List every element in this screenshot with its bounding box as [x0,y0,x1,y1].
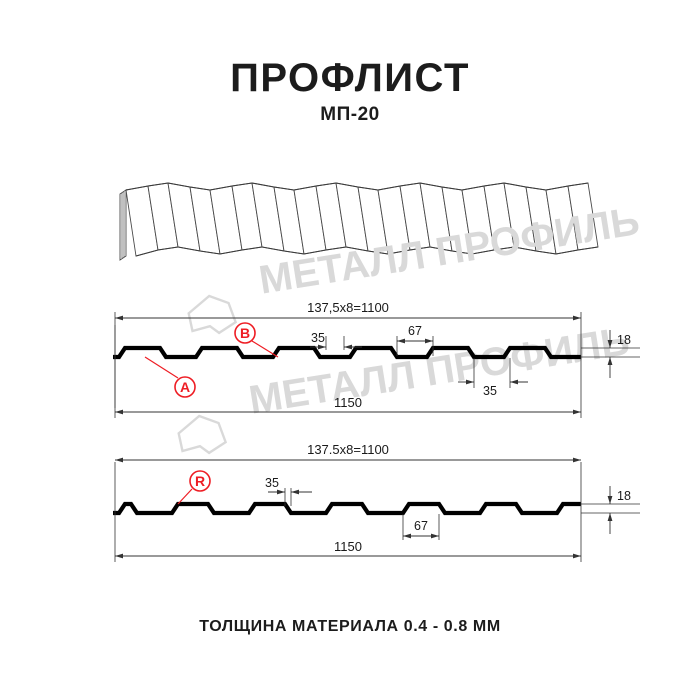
dimension-pitch-top: 137,5x8=1100 [115,300,581,321]
dimension-pitch-top-label: 137,5x8=1100 [307,300,389,315]
dimension-rib-top: 35 [310,331,362,350]
callout-a-label: A [180,379,190,395]
isometric-bottom-edge [135,246,599,257]
dimension-rib-top-label: 35 [311,331,325,345]
page-title: ПРОФЛИСТ [230,56,470,100]
profile-outline-top [113,345,581,360]
dimension-height-bottom: 18 [607,486,631,534]
dimension-pitch-bottom: 137.5x8=1100 [115,442,581,463]
isometric-top-ridge [125,182,589,191]
callout-b: B [234,322,279,358]
isometric-left-edge [119,189,127,261]
isometric-corrugations [125,182,599,257]
dimension-pitch-bottom-label: 137.5x8=1100 [307,442,389,457]
dimension-flat-bottom: 67 [403,519,439,539]
dimension-height-top-label: 18 [617,333,631,347]
dimension-rib-bottom-label: 35 [483,384,497,398]
dimension-rib-bottom: 35 [458,379,528,398]
callout-r-label: R [195,473,205,489]
dimension-total-bottom-label: 1150 [334,539,362,554]
page-subtitle: МП-20 [320,104,380,125]
dimension-witness-lines-bottom [114,462,640,562]
isometric-sheet-body [119,182,599,261]
dimension-height-bottom-label: 18 [617,489,631,503]
dimension-flat-top-label: 67 [408,324,422,338]
dimension-flat-bottom-label: 67 [414,519,428,533]
dimension-total-top: 1150 [115,395,581,415]
dimension-height-top: 18 [607,330,631,378]
dimension-rib-bottom-section-label: 35 [265,476,279,490]
dimension-rib-bottom-section: 35 [265,476,312,495]
material-thickness-note: ТОЛЩИНА МАТЕРИАЛА 0.4 - 0.8 ММ [199,618,501,635]
dimension-total-top-label: 1150 [334,395,362,410]
dimension-total-bottom: 1150 [115,539,581,559]
callout-b-label: B [240,325,250,341]
callout-a: A [144,356,196,398]
dimension-witness-lines-top [114,312,640,418]
watermark-logo-icon [187,294,238,335]
dimension-flat-top: 67 [397,324,433,344]
watermark-logo-icon [177,414,228,455]
profile-outline-bottom [113,501,581,516]
callout-r: R [177,470,211,505]
